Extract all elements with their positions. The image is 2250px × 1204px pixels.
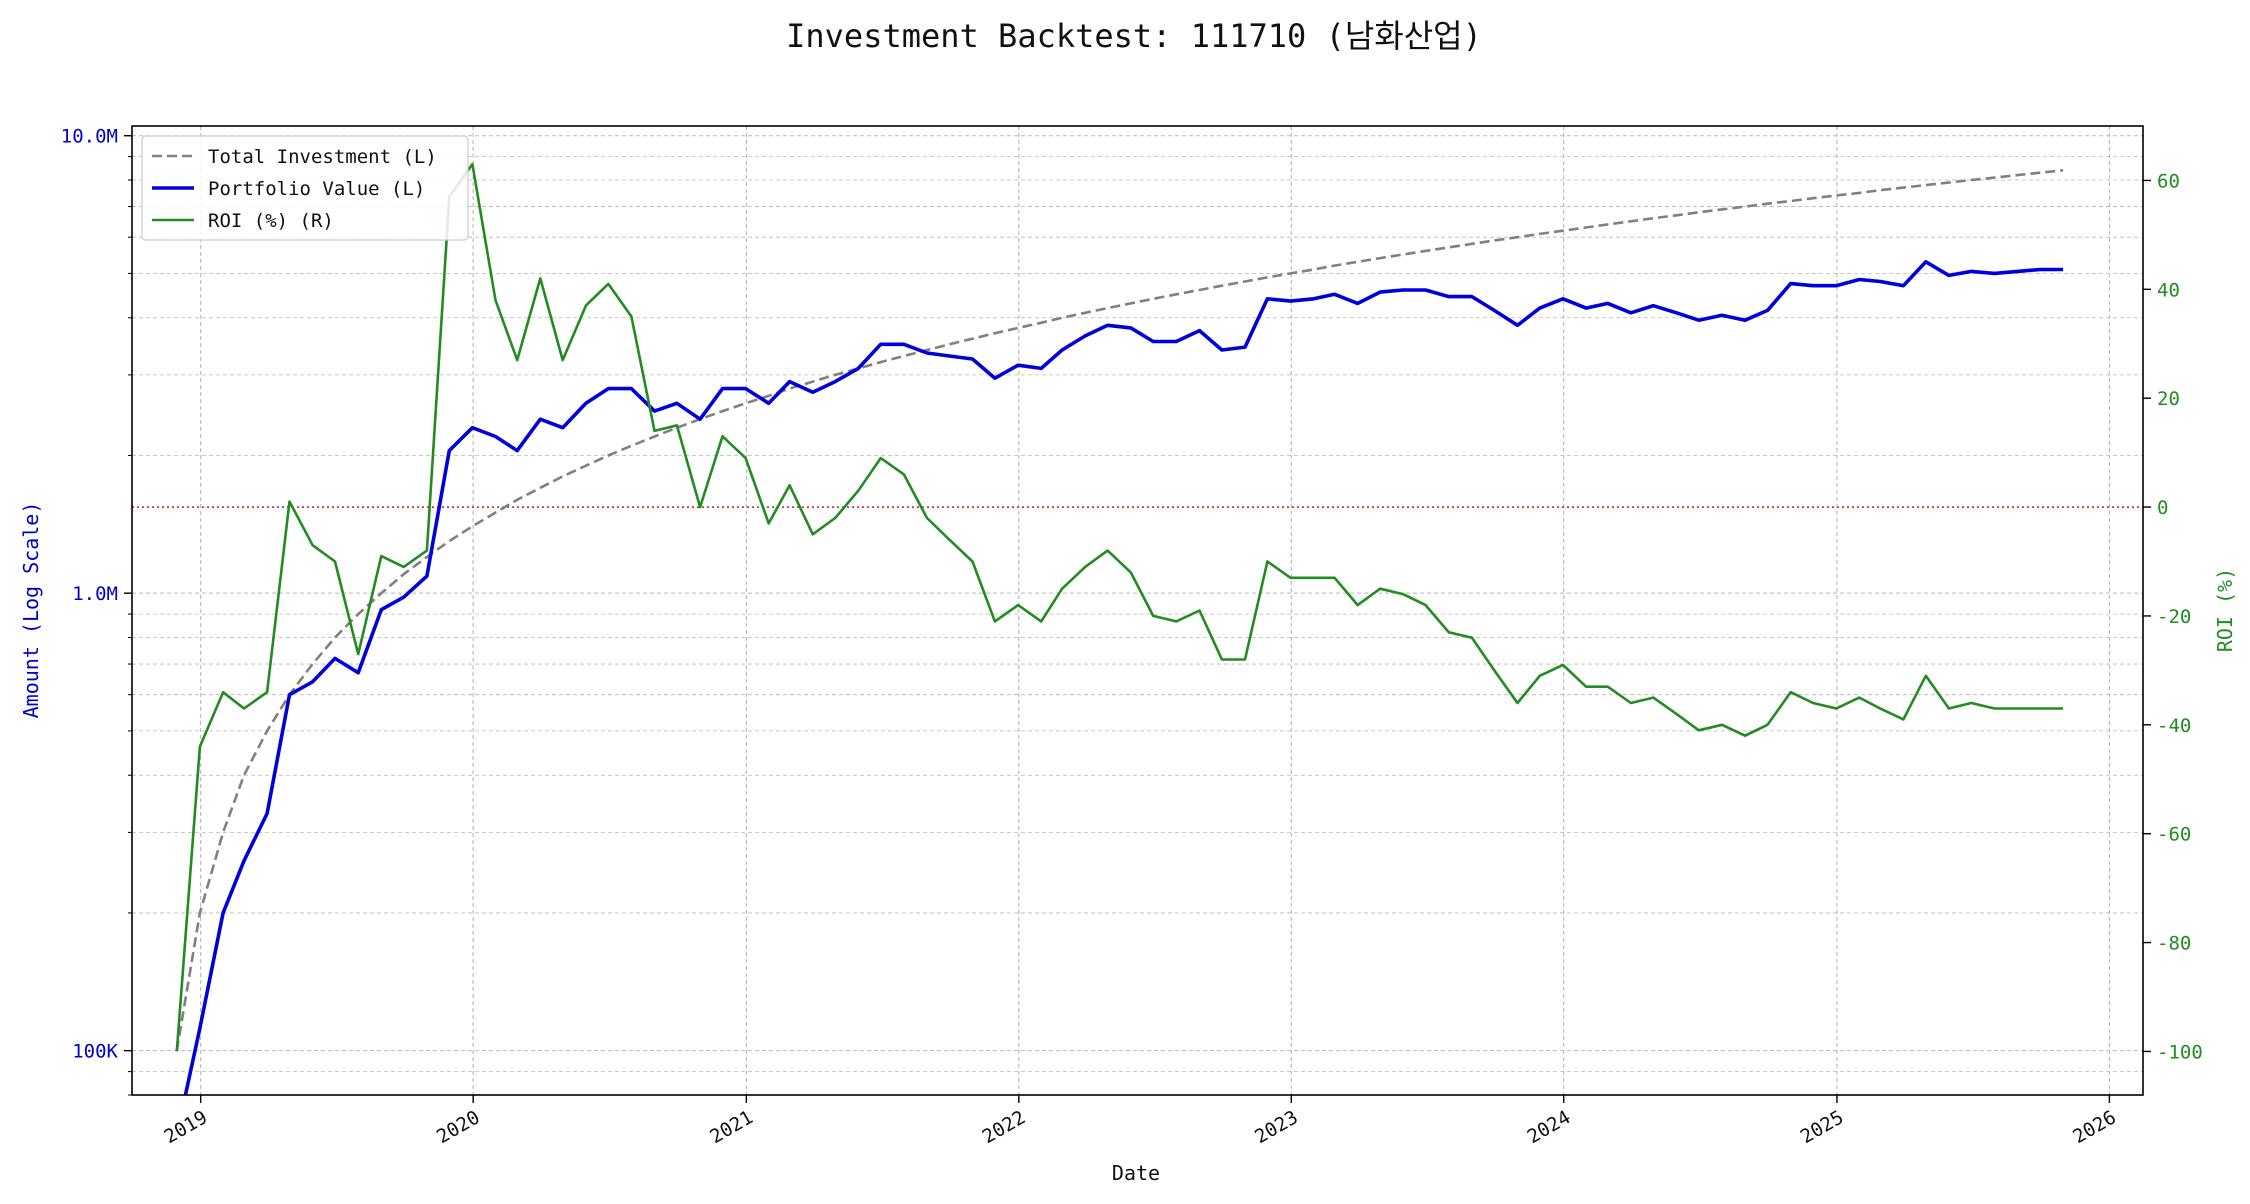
legend: Total Investment (L) Portfolio Value (L) R… — [141, 135, 469, 241]
legend-label: ROI (%) (R) — [208, 210, 334, 232]
series-line-roi — [175, 162, 2064, 1052]
x-axis-label: Date — [1112, 1161, 1160, 1185]
legend-box — [141, 135, 469, 241]
y-left-tick-label: 100K — [72, 1041, 118, 1063]
series-layer — [175, 162, 2064, 1095]
legend-label: Portfolio Value (L) — [208, 178, 425, 200]
y-right-tick-label: 0 — [2157, 497, 2168, 519]
chart-title: Investment Backtest: 111710 (남화산업) — [786, 17, 1482, 55]
y-right-tick-label: 40 — [2157, 279, 2180, 301]
y-left-tick-label: 10.0M — [61, 126, 118, 148]
plot-frame — [131, 125, 2144, 1096]
y-right-tick-label: -60 — [2157, 824, 2191, 846]
y-right-tick-label: 60 — [2157, 170, 2180, 192]
y-axis-left-label: Amount (Log Scale) — [19, 502, 43, 719]
series-line-total-investment — [175, 169, 2064, 1051]
y-axis-right-label: ROI (%) — [2213, 568, 2237, 652]
y-left-tick-label: 1.0M — [72, 583, 118, 605]
series-line-portfolio-value — [183, 259, 2064, 1095]
y-right-tick-label: -40 — [2157, 715, 2191, 737]
y-right-tick-label: 20 — [2157, 388, 2180, 410]
y-right-tick-label: -20 — [2157, 606, 2191, 628]
y-right-tick-label: -100 — [2157, 1041, 2203, 1063]
y-right-tick-label: -80 — [2157, 933, 2191, 955]
legend-label: Total Investment (L) — [208, 146, 437, 168]
